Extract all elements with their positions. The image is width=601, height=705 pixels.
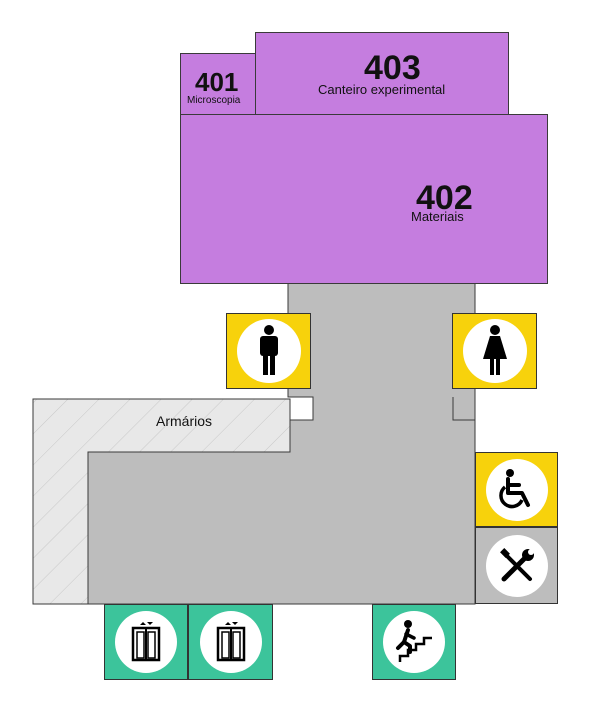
tools-icon <box>499 547 534 581</box>
lockers-label: Armários <box>156 413 213 429</box>
accessible-restroom-sign[interactable] <box>475 452 558 527</box>
room-number: 403 <box>364 49 421 87</box>
elevator-2-sign[interactable] <box>188 604 273 680</box>
elevator-icon <box>216 622 245 662</box>
elevator-1-sign[interactable] <box>104 604 188 680</box>
room-name: Canteiro experimental <box>318 82 446 97</box>
maintenance-sign[interactable] <box>475 527 558 604</box>
wheelchair-icon <box>498 468 530 508</box>
lockers-area <box>32 398 291 605</box>
mens-restroom-sign[interactable] <box>226 313 311 389</box>
womens-restroom-sign[interactable] <box>452 313 537 389</box>
room-401[interactable]: 401 Microscopia <box>180 53 256 115</box>
corridor <box>87 281 476 605</box>
room-403[interactable]: 403 Canteiro experimental <box>255 32 509 115</box>
elevator-icon <box>131 622 161 662</box>
woman-icon <box>482 325 507 375</box>
room-402[interactable]: 402 Materiais <box>180 114 548 284</box>
stairs-icon <box>396 620 432 662</box>
man-icon <box>259 325 278 375</box>
room-number: 401 <box>195 67 239 97</box>
room-name: Materiais <box>411 209 464 224</box>
room-name: Microscopia <box>187 95 241 106</box>
stairs-sign[interactable] <box>372 604 456 680</box>
room-number: 402 <box>416 179 473 217</box>
